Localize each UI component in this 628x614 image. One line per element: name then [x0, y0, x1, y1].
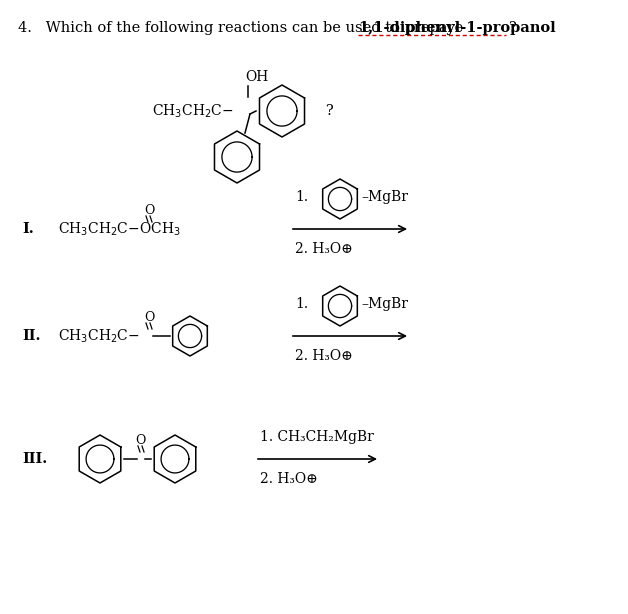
- Text: 2. H₃O⊕: 2. H₃O⊕: [260, 472, 318, 486]
- Text: 2. H₃O⊕: 2. H₃O⊕: [295, 242, 353, 256]
- Text: –MgBr: –MgBr: [361, 297, 408, 311]
- Text: ?: ?: [508, 21, 516, 35]
- Text: CH$_3$CH$_2$C$-$: CH$_3$CH$_2$C$-$: [152, 103, 234, 120]
- Text: 1. CH₃CH₂MgBr: 1. CH₃CH₂MgBr: [260, 430, 374, 444]
- Text: I.: I.: [22, 222, 34, 236]
- Text: 1.: 1.: [295, 190, 308, 204]
- Text: 4.   Which of the following reactions can be used to prepare: 4. Which of the following reactions can …: [18, 21, 468, 35]
- Text: –MgBr: –MgBr: [361, 190, 408, 204]
- Text: III.: III.: [22, 452, 47, 466]
- Text: O: O: [144, 204, 154, 217]
- Text: 1,1-diphenyl-1-propanol: 1,1-diphenyl-1-propanol: [358, 21, 556, 35]
- Text: OH: OH: [245, 70, 268, 84]
- Text: ?: ?: [325, 104, 333, 118]
- Text: CH$_3$CH$_2$C$-$: CH$_3$CH$_2$C$-$: [58, 327, 139, 344]
- Text: II.: II.: [22, 329, 40, 343]
- Text: 2. H₃O⊕: 2. H₃O⊕: [295, 349, 353, 363]
- Text: 1.: 1.: [295, 297, 308, 311]
- Text: O: O: [144, 311, 154, 324]
- Text: CH$_3$CH$_2$C$-$OCH$_3$: CH$_3$CH$_2$C$-$OCH$_3$: [58, 220, 181, 238]
- Text: O: O: [135, 434, 145, 447]
